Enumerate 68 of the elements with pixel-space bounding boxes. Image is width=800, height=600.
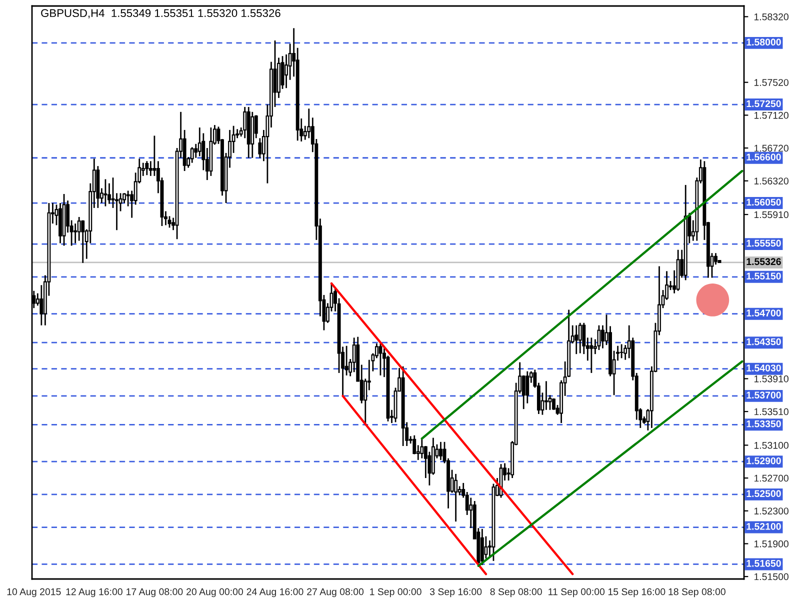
x-tick-label: 24 Aug 16:00 xyxy=(246,588,304,598)
x-tick-label: 12 Aug 16:00 xyxy=(66,588,122,598)
x-tick-label: 27 Aug 08:00 xyxy=(307,588,364,598)
chart-title: GBPUSD,H4 1.55349 1.55351 1.55320 1.55326 xyxy=(41,9,280,18)
candlestick xyxy=(420,437,424,460)
ref-line-label: 1.56050 xyxy=(746,198,781,206)
x-tick-label: 3 Sep 16:00 xyxy=(430,588,482,598)
ref-line-label: 1.54350 xyxy=(746,338,781,346)
y-tick-label: 1.56320 xyxy=(754,178,788,184)
y-tick-label: 1.57120 xyxy=(754,112,788,119)
candlestick xyxy=(439,441,442,461)
y-tick-label: 1.52700 xyxy=(754,474,788,482)
candlestick xyxy=(258,137,262,159)
y-tick-label: 1.55910 xyxy=(754,211,788,218)
ref-line-label: 1.51650 xyxy=(746,560,781,567)
x-tick-label: 18 Sep 08:00 xyxy=(668,588,726,598)
ref-line-label: 1.55550 xyxy=(746,240,781,247)
candlestick xyxy=(480,528,484,566)
candlestick xyxy=(544,380,548,411)
candlestick xyxy=(126,190,130,207)
candlestick xyxy=(378,342,382,376)
ref-line-label: 1.55150 xyxy=(746,272,781,280)
y-tick-label: 1.51500 xyxy=(754,573,788,580)
candlestick xyxy=(198,126,202,157)
ref-line-label: 1.56600 xyxy=(746,154,781,160)
candlestick xyxy=(74,222,78,244)
y-tick-label: 1.57520 xyxy=(754,79,788,86)
candlestick xyxy=(190,146,194,164)
ref-line-label: 1.53700 xyxy=(746,392,781,399)
candlestick xyxy=(40,284,44,326)
y-tick-label: 1.53100 xyxy=(754,442,788,449)
candlestick xyxy=(454,473,458,522)
ref-line-label: 1.55326 xyxy=(746,258,781,266)
candlestick xyxy=(590,336,594,374)
ref-line-label: 1.52100 xyxy=(746,523,781,530)
ref-line-label: 1.52900 xyxy=(746,457,781,464)
candlestick xyxy=(168,215,172,228)
ref-line-label: 1.58000 xyxy=(746,38,781,46)
y-tick-label: 1.56720 xyxy=(754,144,788,152)
candlestick xyxy=(77,216,81,242)
candlestick xyxy=(145,160,149,176)
y-tick-label: 1.53910 xyxy=(754,375,788,382)
ref-line-label: 1.52500 xyxy=(746,490,781,498)
candlestick xyxy=(597,324,601,351)
ref-line-label: 1.57250 xyxy=(746,100,781,108)
x-tick-label: 15 Sep 16:00 xyxy=(608,588,666,598)
x-tick-label: 17 Aug 08:00 xyxy=(126,588,183,598)
candlestick xyxy=(620,344,624,359)
y-tick-label: 1.51900 xyxy=(754,540,788,548)
candlestick xyxy=(81,220,85,264)
ref-line-label: 1.54700 xyxy=(746,310,781,316)
ref-line-label: 1.53350 xyxy=(746,420,781,428)
candlestick xyxy=(578,322,582,354)
y-tick-label: 1.58320 xyxy=(754,13,788,20)
candlestick xyxy=(714,252,718,266)
candlestick xyxy=(104,178,108,207)
candlestick xyxy=(526,370,530,404)
x-tick-label: 11 Sep 00:00 xyxy=(548,588,605,598)
candlestick xyxy=(484,536,488,560)
y-tick-label: 1.53510 xyxy=(754,408,788,416)
candlestick xyxy=(574,324,578,355)
y-tick-label: 1.52300 xyxy=(754,508,788,514)
x-tick-label: 20 Aug 00:00 xyxy=(186,588,243,598)
x-tick-label: 10 Aug 2015 xyxy=(7,588,61,598)
candlestick xyxy=(148,160,152,177)
x-tick-label: 1 Sep 00:00 xyxy=(370,588,422,598)
x-tick-label: 8 Sep 08:00 xyxy=(490,588,542,598)
ref-line-label: 1.54030 xyxy=(746,364,781,372)
